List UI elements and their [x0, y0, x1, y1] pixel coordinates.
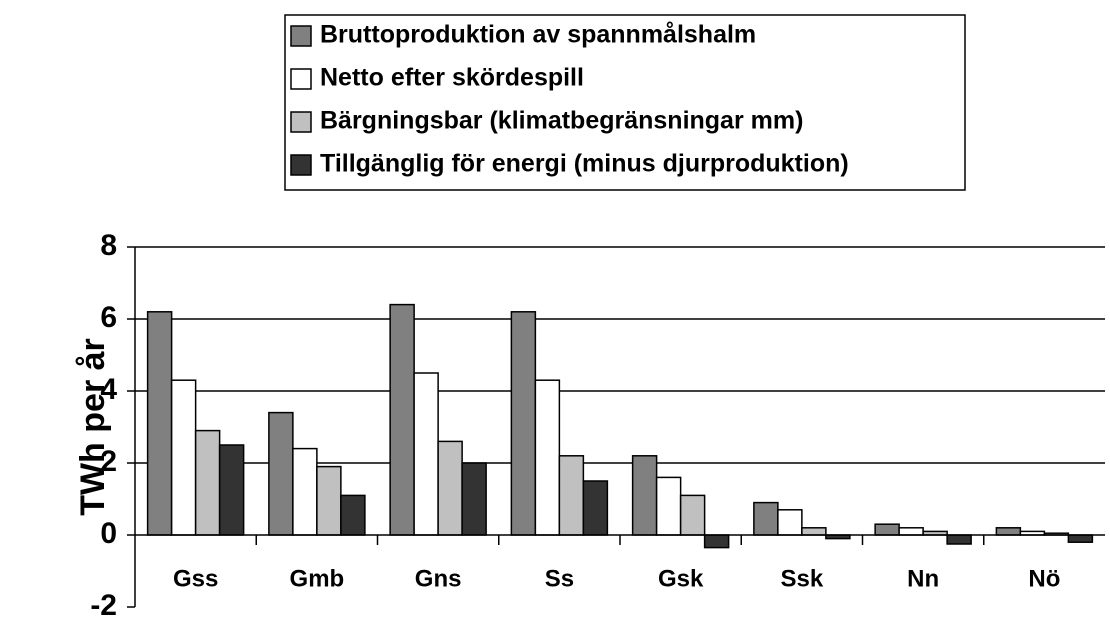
y-tick-label: 2: [100, 445, 117, 478]
bar: [946, 534, 972, 545]
bar: [582, 480, 609, 536]
y-tick-label: 8: [100, 229, 117, 262]
bar: [413, 372, 439, 536]
x-tick-label: Gss: [173, 565, 218, 592]
bar: [874, 523, 900, 536]
y-tick-label: 0: [100, 517, 117, 550]
x-tick-label: Nn: [907, 565, 939, 592]
bar: [340, 494, 366, 536]
bar: [655, 476, 682, 536]
bar: [194, 429, 221, 536]
y-tick-label: 6: [100, 301, 117, 334]
bar: [558, 455, 585, 536]
bar: [753, 501, 779, 536]
bar: [437, 440, 463, 536]
legend-swatch: [290, 111, 312, 133]
bar: [703, 534, 730, 549]
bar: [631, 455, 658, 536]
bar: [898, 527, 924, 536]
legend-label: Netto efter skördespill: [320, 64, 584, 92]
bar: [170, 379, 197, 536]
bar: [316, 465, 342, 536]
bar: [268, 411, 294, 536]
y-tick-label: -2: [90, 589, 117, 617]
bar: [679, 494, 706, 536]
x-tick-label: Nö: [1028, 565, 1060, 592]
bar: [510, 311, 537, 536]
bar: [218, 444, 245, 536]
x-tick-label: Ss: [545, 565, 574, 592]
bar: [292, 447, 318, 536]
bar: [389, 303, 415, 536]
bar: [995, 527, 1022, 536]
legend-box: [284, 14, 966, 191]
legend-label: Tillgänglig för energi (minus djurproduk…: [320, 150, 849, 178]
y-tick-label: 4: [100, 373, 117, 406]
legend-swatch: [290, 25, 312, 47]
bar: [801, 527, 827, 536]
bar: [1067, 534, 1094, 543]
legend-label: Bruttoproduktion av spannmålshalm: [320, 21, 756, 49]
legend-swatch: [290, 154, 312, 176]
legend-label: Bärgningsbar (klimatbegränsningar mm): [320, 107, 803, 135]
legend-swatch: [290, 68, 312, 90]
x-tick-label: Ssk: [781, 565, 824, 592]
x-tick-label: Gsk: [658, 565, 704, 592]
bar: [461, 462, 487, 536]
x-tick-label: Gns: [415, 565, 462, 592]
x-tick-label: Gmb: [290, 565, 345, 592]
bar: [534, 379, 561, 536]
bar: [146, 311, 173, 536]
bar: [777, 509, 803, 536]
y-axis-title: TWh per år: [74, 338, 112, 516]
